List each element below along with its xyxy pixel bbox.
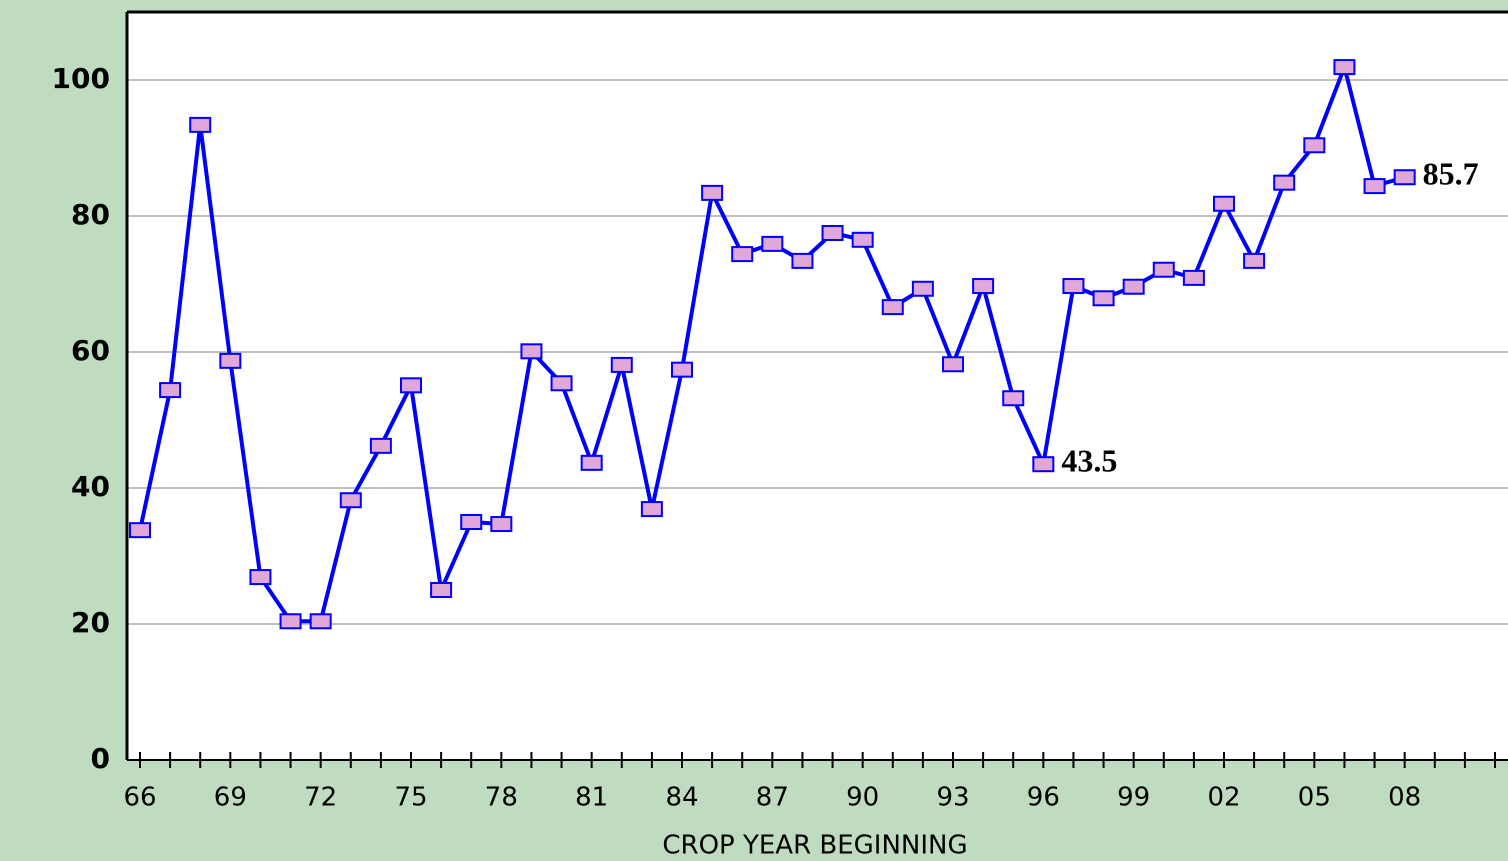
data-label: 85.7: [1423, 156, 1479, 192]
marker: [580, 454, 603, 471]
marker: [1243, 252, 1266, 269]
marker: [1032, 456, 1055, 473]
marker: [731, 246, 754, 263]
x-tick-label: 69: [214, 783, 247, 813]
marker: [1303, 137, 1326, 154]
marker: [1333, 59, 1356, 76]
marker: [821, 225, 844, 241]
x-tick-label: 75: [394, 783, 427, 813]
marker: [1363, 178, 1386, 195]
marker: [671, 361, 693, 378]
marker: [1122, 278, 1145, 295]
y-tick-label: 20: [71, 606, 110, 639]
marker: [369, 437, 392, 454]
marker: [1393, 169, 1416, 186]
x-tick-label: 90: [846, 783, 879, 813]
marker: [219, 352, 242, 369]
marker: [339, 492, 362, 509]
y-tick-label: 40: [71, 470, 110, 503]
marker: [490, 516, 513, 533]
marker: [159, 382, 182, 399]
marker: [791, 252, 814, 269]
x-tick-label: 87: [756, 783, 789, 813]
x-tick-label: 99: [1117, 783, 1150, 813]
y-tick-label: 100: [52, 62, 110, 95]
marker: [460, 514, 483, 530]
x-tick-label: 84: [665, 783, 698, 813]
marker: [400, 377, 422, 394]
marker: [1002, 390, 1025, 407]
marker: [1152, 261, 1175, 278]
y-tick-label: 60: [71, 334, 110, 367]
marker: [249, 569, 272, 586]
x-tick-label: 72: [304, 783, 337, 813]
marker: [520, 343, 543, 360]
marker: [761, 235, 784, 252]
marker: [129, 522, 151, 539]
x-tick-label: 96: [1027, 783, 1060, 813]
data-label: 43.5: [1061, 443, 1117, 479]
marker: [640, 501, 663, 518]
marker: [701, 184, 724, 201]
marker: [1062, 278, 1085, 295]
marker: [881, 299, 904, 316]
marker: [430, 582, 453, 598]
marker: [1182, 269, 1205, 286]
marker: [851, 231, 874, 248]
y-tick-label: 80: [71, 198, 110, 231]
x-tick-label: 78: [485, 783, 518, 813]
marker: [550, 375, 573, 392]
y-tick-label: 0: [91, 742, 110, 775]
marker: [1273, 174, 1296, 191]
marker: [309, 613, 332, 630]
marker: [1092, 290, 1115, 307]
x-tick-label: 93: [936, 783, 969, 813]
marker: [279, 613, 302, 630]
marker: [942, 356, 964, 373]
marker: [610, 356, 633, 373]
plot-area: [127, 12, 1508, 760]
marker: [1213, 195, 1235, 212]
marker: [189, 116, 212, 133]
x-tick-label: 02: [1207, 783, 1240, 813]
x-tick-label: 08: [1388, 783, 1421, 813]
marker: [972, 278, 995, 295]
x-tick-label: 66: [123, 783, 156, 813]
x-axis-label: CROP YEAR BEGINNING: [662, 831, 967, 861]
x-tick-label: 81: [575, 783, 608, 813]
marker: [911, 280, 934, 297]
x-tick-label: 05: [1298, 783, 1331, 813]
